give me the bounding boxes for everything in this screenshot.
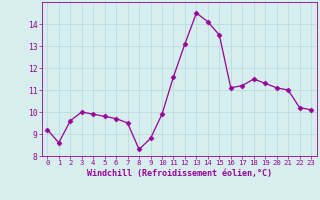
X-axis label: Windchill (Refroidissement éolien,°C): Windchill (Refroidissement éolien,°C) (87, 169, 272, 178)
